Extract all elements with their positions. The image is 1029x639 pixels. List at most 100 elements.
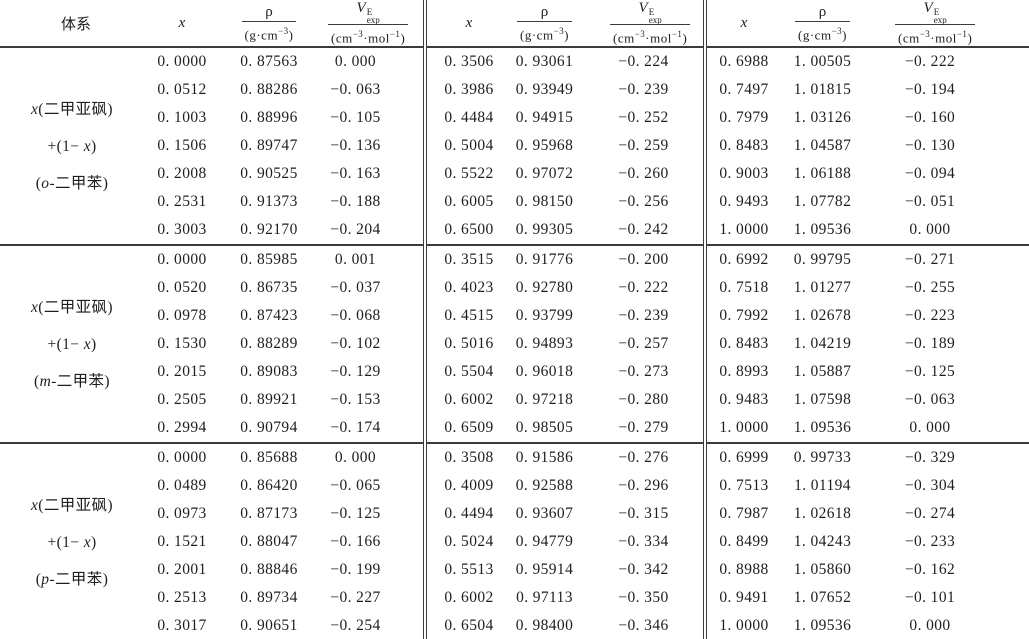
col-header-rho-2: ρ (g·cm−3) <box>515 0 610 47</box>
data-cell: 0. 3506 <box>423 47 515 77</box>
data-cell: 0. 000 <box>909 221 951 239</box>
data-cell: 0. 000 <box>334 53 377 71</box>
data-cell: −0. 254 <box>330 617 381 635</box>
data-cell: 0. 95914 <box>515 561 574 579</box>
table-row: 0. 0489 0. 86420 −0. 065 0. 4009 0. 92588 −0.… <box>0 472 1029 501</box>
data-cell: −0. 315 <box>618 505 669 523</box>
data-cell: 0. 2505 <box>157 391 207 409</box>
col-header-x-2: x <box>423 0 515 48</box>
data-cell: 0. 93799 <box>515 307 574 325</box>
data-cell: −0. 153 <box>330 391 381 409</box>
data-cell: 0. 3508 <box>423 443 515 473</box>
data-cell: −0. 068 <box>330 307 381 325</box>
data-cell: 0. 000 <box>909 617 951 635</box>
data-cell: −0. 260 <box>618 165 669 183</box>
data-cell: −0. 222 <box>618 279 669 297</box>
data-cell: 0. 2531 <box>157 193 207 211</box>
data-cell: 1. 01194 <box>794 477 851 495</box>
data-cell: −0. 166 <box>330 533 381 551</box>
data-cell: 0. 5024 <box>423 528 515 557</box>
data-cell: −0. 257 <box>618 335 669 353</box>
table-row: 0. 3017 0. 90651 −0. 254 0. 6504 0. 98400 −0.… <box>0 612 1029 639</box>
data-cell: 0. 2001 <box>157 561 207 579</box>
data-cell: 0. 0520 <box>157 279 207 297</box>
system-label-line: x(二甲亚砜) <box>30 496 113 514</box>
data-cell: 0. 93061 <box>515 53 574 71</box>
data-cell: 0. 4484 <box>423 104 515 133</box>
data-cell: −0. 242 <box>618 221 669 239</box>
data-cell: 0. 95968 <box>515 137 574 155</box>
data-cell: 0. 86735 <box>240 279 298 297</box>
rho-unit-fraction: ρ (g·cm−3) <box>517 4 572 43</box>
table-row: 0. 2505 0. 89921 −0. 153 0. 6002 0. 97218 −0.… <box>0 386 1029 415</box>
data-cell: −0. 329 <box>904 449 956 467</box>
data-cell: 0. 001 <box>334 251 377 269</box>
data-cell: −0. 273 <box>618 363 669 381</box>
data-cell: −0. 037 <box>330 279 381 297</box>
data-cell: 0. 94915 <box>515 109 574 127</box>
data-cell: 0. 98150 <box>515 193 574 211</box>
data-cell: 0. 7987 <box>703 500 790 529</box>
data-cell: 0. 89734 <box>240 589 298 607</box>
table-row: 0. 2994 0. 90794 −0. 174 0. 6509 0. 98505 −0.… <box>0 414 1029 444</box>
data-cell: 0. 97113 <box>516 589 573 607</box>
data-cell: −0. 304 <box>904 477 956 495</box>
data-cell: 1. 02618 <box>793 505 852 523</box>
system-label-line: +(1− x) <box>47 335 97 353</box>
data-cell: 1. 06188 <box>793 165 852 183</box>
data-cell: −0. 255 <box>904 279 956 297</box>
data-cell: 0. 9493 <box>703 188 790 217</box>
data-cell: 0. 7979 <box>703 104 790 133</box>
data-cell: 1. 04219 <box>793 335 852 353</box>
data-cell: 0. 6988 <box>703 47 790 77</box>
data-cell: 0. 90525 <box>240 165 298 183</box>
data-cell: 0. 99305 <box>515 221 574 239</box>
data-cell: 0. 2015 <box>157 363 207 381</box>
data-cell: 0. 2513 <box>157 589 207 607</box>
data-cell: 0. 96018 <box>515 363 574 381</box>
data-cell: 0. 4515 <box>423 302 515 331</box>
data-cell: 0. 7497 <box>703 76 790 105</box>
data-cell: −0. 188 <box>330 193 381 211</box>
data-cell: 0. 9003 <box>703 160 790 189</box>
data-cell: 0. 91586 <box>515 449 574 467</box>
data-cell: 0. 3515 <box>423 245 515 275</box>
data-cell: 1. 01815 <box>793 81 852 99</box>
data-cell: −0. 274 <box>904 505 956 523</box>
data-cell: 0. 89747 <box>240 137 298 155</box>
system-block: x(二甲亚砜) +(1− x) (m-二甲苯) 0. 0000 0. 85985 0. 0… <box>0 245 1029 444</box>
data-cell: 0. 85688 <box>240 449 298 467</box>
data-cell: −0. 223 <box>904 307 956 325</box>
data-cell: 0. 91776 <box>515 251 574 269</box>
system-label-line: +(1− x) <box>47 533 97 551</box>
data-cell: 0. 97072 <box>515 165 574 183</box>
data-cell: 0. 8993 <box>703 358 790 387</box>
data-cell: 0. 3003 <box>157 221 207 239</box>
data-cell: 1. 07598 <box>793 391 852 409</box>
data-cell: 0. 90651 <box>240 617 298 635</box>
data-cell: −0. 227 <box>330 589 381 607</box>
data-cell: −0. 065 <box>330 477 381 495</box>
data-cell: −0. 346 <box>618 617 669 635</box>
data-cell: 0. 3986 <box>423 76 515 105</box>
data-cell: −0. 342 <box>618 561 669 579</box>
data-cell: 1. 0000 <box>703 414 790 444</box>
data-cell: −0. 130 <box>904 137 956 155</box>
data-cell: 1. 07652 <box>793 589 852 607</box>
data-cell: −0. 129 <box>330 363 381 381</box>
data-cell: 0. 4494 <box>423 500 515 529</box>
table-row: 0. 1530 0. 88289 −0. 102 0. 5016 0. 94893 −0.… <box>0 330 1029 359</box>
data-cell: 0. 93949 <box>515 81 574 99</box>
data-cell: 0. 88289 <box>240 335 298 353</box>
data-cell: 0. 5504 <box>423 358 515 387</box>
data-cell: 0. 6005 <box>423 188 515 217</box>
data-cell: 1. 0000 <box>703 216 790 246</box>
rho-unit-fraction: ρ (g·cm−3) <box>241 4 297 43</box>
